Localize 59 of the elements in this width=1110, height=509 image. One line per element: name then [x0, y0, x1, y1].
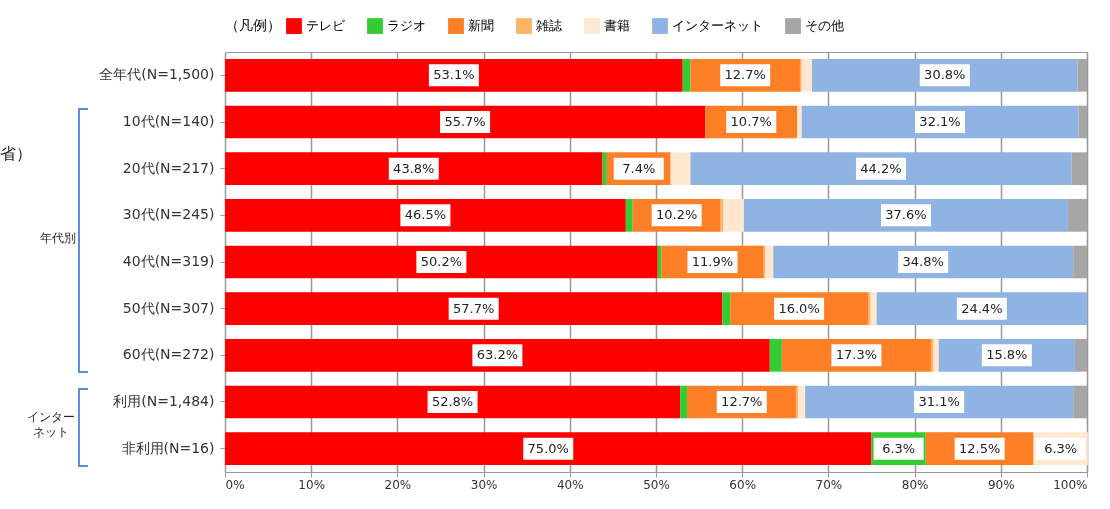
data-label: 11.9% — [691, 254, 734, 269]
data-label: 16.0% — [778, 300, 820, 316]
legend-label: 書籍 — [604, 18, 630, 34]
y-tick-label: 10代(N=140) — [122, 113, 215, 129]
data-label: 17.3% — [835, 347, 878, 363]
data-label: 30.8% — [924, 67, 966, 83]
y-tick-label: 非利用(N=16) — [121, 439, 215, 456]
y-tick-label: 60代(N=272) — [122, 346, 215, 363]
legend-label: テレビ — [306, 18, 346, 34]
data-label: 43.8% — [393, 160, 435, 176]
data-label: 31.1% — [918, 394, 960, 409]
y-tick-label: 50代(N=307) — [122, 299, 215, 316]
x-tick-label: 20% — [384, 477, 412, 492]
text: インターネット — [26, 410, 76, 441]
text: 省） — [0, 144, 32, 163]
data-label: 75.0% — [527, 440, 569, 456]
data-label: 24.4% — [961, 300, 1003, 316]
data-label: 10.2% — [656, 207, 698, 223]
legend-label: 雑誌 — [536, 18, 562, 34]
data-label: 63.2% — [476, 347, 519, 363]
y-tick-label: 利用(N=1,484) — [113, 393, 215, 409]
data-label: 7.4% — [622, 160, 656, 176]
x-tick-label: 30% — [470, 477, 498, 492]
data-label: 12.5% — [959, 440, 1001, 456]
legend-title: （凡例） — [225, 17, 281, 33]
x-tick-label: 70% — [815, 477, 843, 492]
y-tick-label: 全年代(N=1,500) — [99, 66, 215, 83]
data-label: 52.8% — [431, 394, 474, 409]
data-label: 53.1% — [433, 67, 475, 83]
data-label: 6.3% — [882, 440, 916, 456]
data-label: 6.3% — [1044, 440, 1078, 456]
data-label: 46.5% — [404, 207, 447, 223]
x-tick-label: 50% — [643, 477, 670, 492]
data-label: 44.2% — [860, 160, 902, 176]
data-label: 32.1% — [919, 114, 961, 129]
data-label: 57.7% — [453, 300, 495, 316]
data-label: 10.7% — [730, 114, 772, 129]
x-tick-label: 40% — [556, 477, 584, 492]
y-tick-label: 40代(N=319) — [122, 253, 215, 269]
text: 年代別 — [40, 230, 76, 246]
y-tick-label: 30代(N=245) — [122, 206, 215, 223]
legend-label: その他 — [805, 18, 844, 34]
x-tick-label: 90% — [987, 477, 1015, 492]
data-label: 15.8% — [986, 347, 1028, 363]
legend-label: ラジオ — [387, 18, 426, 34]
x-tick-label: 0% — [225, 477, 245, 492]
x-tick-label: 60% — [729, 477, 757, 492]
data-label: 50.2% — [420, 254, 463, 269]
legend-label: 新聞 — [468, 18, 494, 34]
data-label: 34.8% — [902, 254, 944, 269]
data-label: 12.7% — [721, 394, 763, 409]
x-tick-label: 100% — [1053, 477, 1088, 492]
x-tick-label: 10% — [298, 477, 326, 492]
data-label: 37.6% — [885, 207, 927, 223]
data-label: 55.7% — [444, 114, 486, 129]
x-tick-label: 80% — [901, 477, 929, 492]
legend-label: インターネット — [672, 18, 763, 34]
data-label: 12.7% — [724, 67, 766, 83]
y-tick-label: 20代(N=217) — [122, 159, 215, 176]
